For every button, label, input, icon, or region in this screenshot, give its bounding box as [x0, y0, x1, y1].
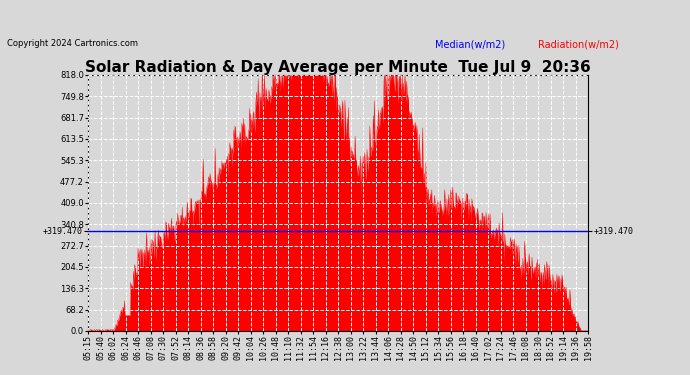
Text: Radiation(w/m2): Radiation(w/m2) [538, 39, 619, 50]
Text: Median(w/m2): Median(w/m2) [435, 39, 505, 50]
Title: Solar Radiation & Day Average per Minute  Tue Jul 9  20:36: Solar Radiation & Day Average per Minute… [86, 60, 591, 75]
Text: Copyright 2024 Cartronics.com: Copyright 2024 Cartronics.com [7, 39, 138, 48]
